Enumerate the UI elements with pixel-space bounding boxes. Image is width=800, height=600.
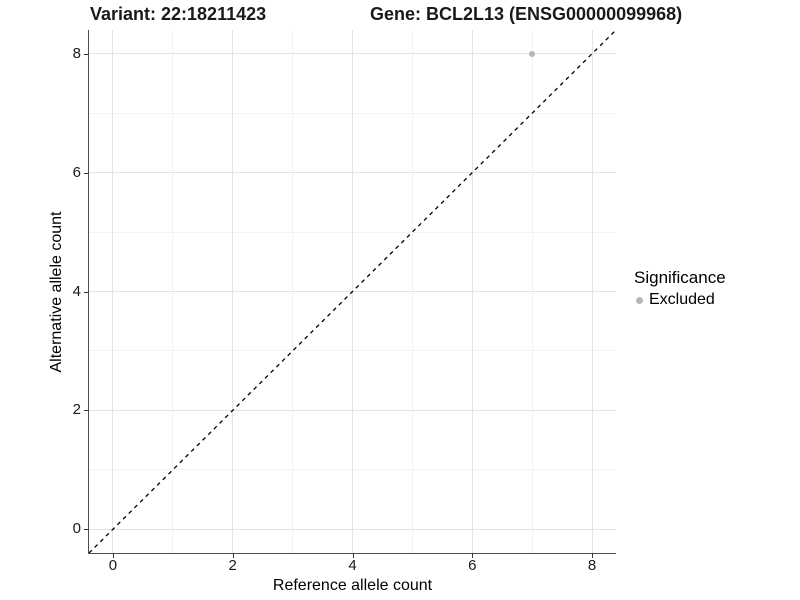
y-tick-label: 4 bbox=[72, 282, 81, 300]
data-point bbox=[529, 50, 536, 57]
y-tick-mark bbox=[84, 410, 89, 412]
gridline-y-major bbox=[89, 172, 616, 174]
y-tick-mark bbox=[84, 172, 89, 174]
legend-item-label: Excluded bbox=[649, 291, 715, 308]
y-tick-label: 8 bbox=[72, 44, 81, 62]
y-tick-mark bbox=[84, 529, 89, 531]
x-tick-mark bbox=[112, 553, 114, 558]
identity-dashed-line bbox=[88, 29, 617, 554]
y-tick-label: 0 bbox=[72, 520, 81, 538]
x-tick-mark bbox=[232, 553, 234, 558]
legend-title: Significance bbox=[634, 268, 726, 287]
gridline-y-major bbox=[89, 53, 616, 55]
gridline-y-major bbox=[89, 409, 616, 411]
y-tick-label: 2 bbox=[72, 401, 81, 419]
plot-title-gene: Gene: BCL2L13 (ENSG00000099968) bbox=[370, 4, 683, 24]
x-axis-line bbox=[88, 553, 616, 554]
legend-item-excluded: Excluded bbox=[634, 291, 726, 309]
y-tick-mark bbox=[84, 53, 89, 55]
plot-title-variant: Variant: 22:18211423 bbox=[90, 4, 267, 24]
y-tick-label: 6 bbox=[72, 163, 81, 181]
gridline-y-major bbox=[89, 528, 616, 530]
x-tick-mark bbox=[592, 553, 594, 558]
x-tick-label: 6 bbox=[468, 557, 477, 574]
x-tick-label: 2 bbox=[228, 557, 237, 574]
x-tick-label: 8 bbox=[587, 557, 597, 574]
legend-significance: Significance Excluded bbox=[634, 268, 726, 309]
plot-panel bbox=[88, 29, 617, 554]
legend-marker-circle-icon bbox=[636, 296, 643, 304]
x-tick-mark bbox=[352, 553, 354, 558]
x-tick-mark bbox=[472, 553, 474, 558]
y-tick-mark bbox=[84, 291, 89, 293]
x-tick-label: 4 bbox=[348, 557, 357, 574]
x-tick-label: 0 bbox=[108, 557, 118, 574]
x-axis-title: Reference allele count bbox=[272, 577, 433, 594]
